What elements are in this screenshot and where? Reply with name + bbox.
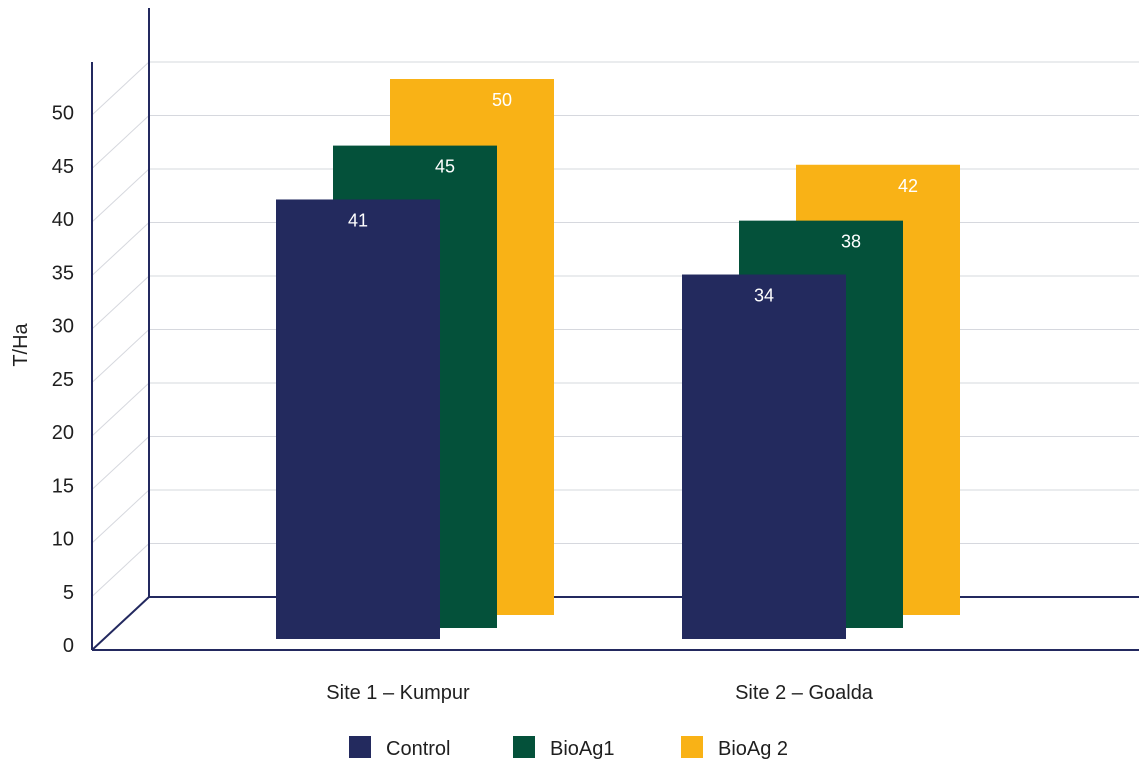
y-tick-label: 50 [52,103,74,125]
y-tick-label: 5 [63,582,74,604]
y-tick-label: 0 [63,635,74,657]
gridline-diag [91,489,150,544]
gridline-diag [91,168,150,223]
y-tick-label: 20 [52,422,74,444]
bar-value-label: 45 [435,157,455,177]
legend-swatch [349,736,371,758]
x-category-label: Site 2 – Goalda [735,682,874,704]
bar-value-label: 38 [841,232,861,252]
gridline-diag [91,382,150,437]
x-category-label: Site 1 – Kumpur [326,682,470,704]
y-tick-labels: 0 5 10 15 20 25 30 35 40 45 50 [52,103,74,658]
bar-value-label: 42 [898,176,918,196]
y-tick-label: 15 [52,475,74,497]
bars: 50 45 41 42 38 34 [276,79,960,640]
legend-label: BioAg 2 [718,738,788,760]
legend-item-bioag-2: BioAg 2 [681,736,788,760]
floor-diagonal [91,596,150,651]
gridline-diag [91,275,150,330]
y-tick-label: 45 [52,156,74,178]
category-labels: Site 1 – Kumpur Site 2 – Goalda [326,682,874,704]
legend-label: BioAg1 [550,738,615,760]
bar-control-1 [276,199,440,640]
y-tick-label: 10 [52,529,74,551]
y-tick-label: 40 [52,209,74,231]
legend-swatch [681,736,703,758]
legend-item-bioag1: BioAg1 [513,736,615,760]
gridline-diag [91,436,150,490]
bar-control-2 [682,274,846,639]
bar-value-label: 41 [348,210,368,230]
bar-value-label: 50 [492,90,512,110]
gridline-diag [91,329,150,383]
legend-item-control: Control [349,736,450,760]
legend: Control BioAg1 BioAg 2 [349,736,788,760]
y-tick-label: 35 [52,262,74,284]
legend-swatch [513,736,535,758]
y-tick-label: 30 [52,316,74,338]
y-tick-label: 25 [52,369,74,391]
legend-label: Control [386,738,450,760]
gridline-diag [91,61,150,116]
y-axis-label: T/Ha [10,322,32,366]
gridline-diag [91,115,150,169]
gridline-diag [91,543,150,597]
bar-value-label: 34 [754,286,774,306]
grid-lines [91,61,1139,597]
gridline-diag [91,222,150,276]
